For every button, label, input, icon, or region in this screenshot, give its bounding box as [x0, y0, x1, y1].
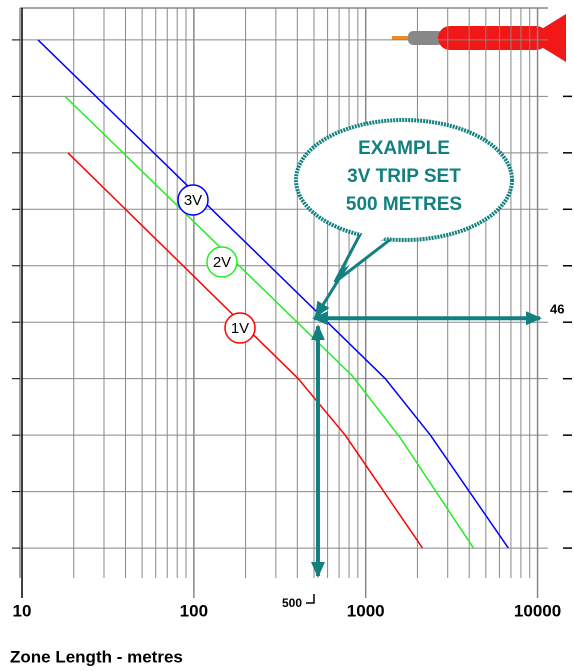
probe-icon	[392, 14, 566, 62]
probe-end	[540, 14, 566, 62]
series-line	[38, 40, 508, 548]
x-axis-title: Zone Length - metres	[10, 647, 183, 666]
callout-text: 3V TRIP SET	[347, 166, 461, 187]
probe-body	[438, 26, 548, 50]
y-tick-label: 46	[550, 302, 564, 317]
callout-text: 500 METRES	[346, 194, 462, 215]
legend-label: 3V	[184, 192, 202, 209]
x-tick-label: 10000	[514, 601, 561, 620]
chart: Zone Length - metres 10 100 1000 10000 3V 2V 1…	[0, 0, 574, 671]
x-tick-label: 100	[180, 601, 208, 620]
x-marker-label: 500	[282, 596, 302, 610]
legend-label: 1V	[231, 320, 249, 337]
x-marker-tick	[306, 594, 314, 603]
callout-text: EXAMPLE	[358, 138, 450, 159]
x-tick-label: 10	[13, 601, 32, 620]
legend-label: 2V	[213, 254, 231, 271]
probe-neck	[408, 31, 443, 45]
x-tick-label: 1000	[347, 601, 385, 620]
